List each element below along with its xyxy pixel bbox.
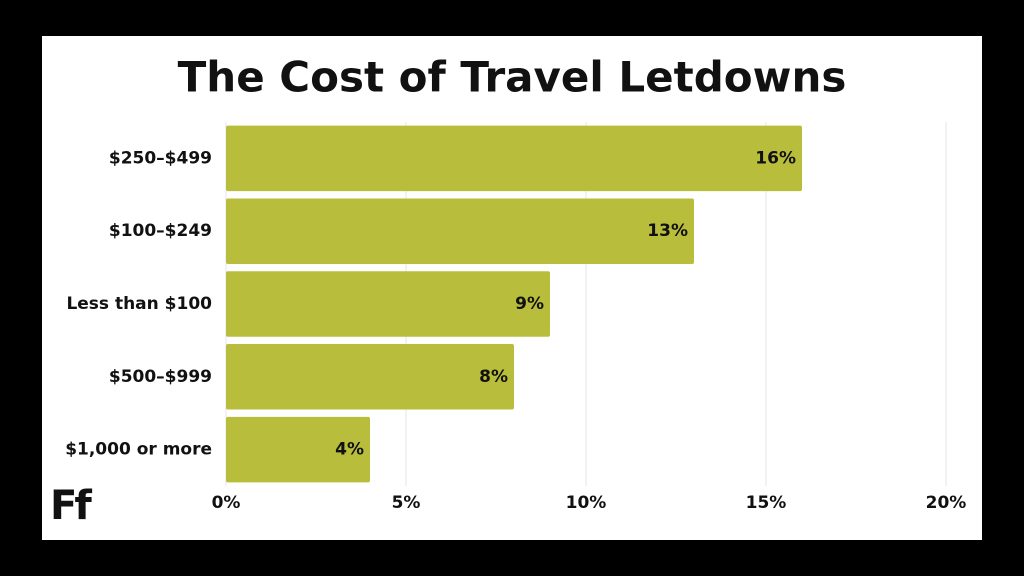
x-tick-label: 5% — [392, 493, 421, 513]
y-tick-label: $500–$999 — [109, 367, 212, 387]
y-tick-label: $250–$499 — [109, 148, 212, 168]
bar — [226, 416, 370, 483]
y-tick-label: $1,000 or more — [65, 440, 212, 460]
x-tick-label: 15% — [746, 493, 787, 513]
bar — [226, 344, 514, 410]
y-tick-label: Less than $100 — [66, 294, 212, 314]
x-tick-label: 20% — [926, 493, 967, 513]
x-tick-label: 0% — [212, 493, 241, 513]
value-label: 13% — [647, 221, 688, 241]
logo: Ff — [50, 483, 92, 529]
bar — [226, 198, 694, 264]
bar — [226, 125, 802, 192]
value-label: 9% — [515, 294, 544, 314]
value-label: 16% — [755, 148, 796, 168]
value-label: 8% — [479, 367, 508, 387]
value-label: 4% — [335, 440, 364, 460]
bar — [226, 271, 550, 337]
chart-title: The Cost of Travel Letdowns — [178, 53, 847, 102]
x-tick-label: 10% — [566, 493, 607, 513]
y-tick-label: $100–$249 — [109, 221, 212, 241]
